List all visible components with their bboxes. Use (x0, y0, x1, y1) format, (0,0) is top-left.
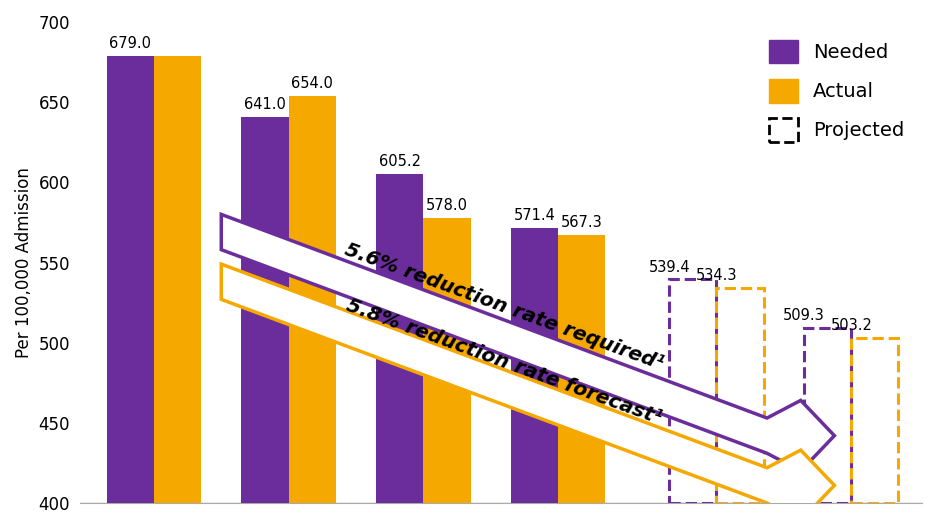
Polygon shape (221, 214, 834, 471)
Bar (376, 174, 423, 503)
Bar (423, 217, 470, 503)
Text: 605.2: 605.2 (378, 154, 420, 169)
Text: 679.0: 679.0 (110, 36, 151, 51)
Text: 567.3: 567.3 (561, 215, 602, 230)
Bar (107, 56, 154, 503)
Text: 534.3: 534.3 (695, 268, 737, 283)
Text: 641.0: 641.0 (244, 97, 285, 112)
Y-axis label: Per 100,000 Admission: Per 100,000 Admission (15, 167, 33, 358)
Text: 578.0: 578.0 (426, 198, 467, 213)
Bar (241, 116, 288, 503)
Bar (154, 56, 201, 503)
Text: 571.4: 571.4 (513, 208, 555, 223)
Text: 503.2: 503.2 (829, 318, 871, 333)
Text: 654.0: 654.0 (291, 76, 333, 91)
Legend: Needed, Actual, Projected: Needed, Actual, Projected (760, 32, 912, 150)
Bar (510, 228, 558, 503)
Bar (288, 96, 335, 503)
Text: 5.6% reduction rate required¹: 5.6% reduction rate required¹ (342, 241, 665, 374)
Polygon shape (221, 264, 834, 521)
Text: 509.3: 509.3 (782, 308, 824, 323)
Bar (558, 235, 605, 503)
Text: 5.8% reduction rate forecast¹: 5.8% reduction rate forecast¹ (344, 296, 664, 428)
Text: 539.4: 539.4 (648, 260, 690, 275)
